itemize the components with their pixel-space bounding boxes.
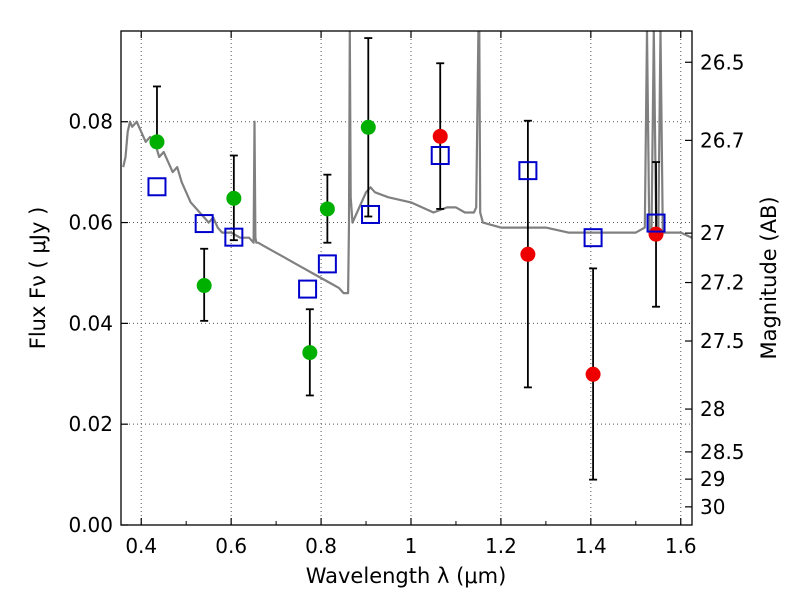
y-tick-label: 0.08	[68, 110, 113, 134]
plot-area	[122, 31, 692, 295]
right-tick-label: 27.2	[700, 271, 745, 295]
right-tick-label: 26.7	[700, 128, 745, 152]
right-tick-label: 30	[700, 495, 725, 519]
model-square	[224, 227, 244, 247]
model-square	[583, 228, 603, 248]
data-point	[319, 201, 335, 217]
right-tick-label: 28	[700, 397, 725, 421]
data-point	[432, 128, 448, 144]
model-square	[646, 213, 666, 233]
data-point	[302, 345, 318, 361]
model-square	[194, 214, 214, 234]
data-point	[648, 226, 664, 242]
x-tick-label: 1.4	[575, 534, 607, 558]
model-square	[430, 146, 450, 166]
data-point	[196, 278, 212, 294]
x-axis-title: Wavelength λ (μm)	[306, 564, 507, 588]
plot-frame	[120, 30, 693, 526]
y-tick-label: 0.06	[68, 211, 113, 235]
x-tick-label: 0.8	[305, 534, 337, 558]
right-tick-label: 27	[700, 221, 725, 245]
y-tick-label: 0.04	[68, 311, 113, 335]
model-square	[361, 204, 381, 224]
data-point	[226, 190, 242, 206]
right-tick-label: 28.5	[700, 440, 745, 464]
data-point	[520, 246, 536, 262]
x-tick-label: 0.6	[215, 534, 247, 558]
x-tick-label: 1.2	[485, 534, 517, 558]
x-tick-label: 0.4	[125, 534, 157, 558]
axis-ticks	[121, 31, 692, 526]
error-bars	[147, 37, 666, 481]
model-square	[298, 279, 318, 299]
data-point	[149, 134, 165, 150]
y-axis-title: Flux Fν ( μJy )	[26, 207, 50, 350]
right-tick-label: 26.5	[700, 50, 745, 74]
right-tick-label: 27.5	[700, 329, 745, 353]
model-square	[147, 177, 167, 197]
x-tick-label: 1	[405, 534, 418, 558]
y-tick-label: 0.02	[68, 412, 113, 436]
right-axis-title: Magnitude (AB)	[757, 196, 781, 359]
spectrum-line	[122, 31, 692, 295]
model-square	[317, 254, 337, 274]
data-point	[360, 119, 376, 135]
right-tick-label: 29	[700, 467, 725, 491]
axis-labels: 0.4 0.6 0.8 1 1.2 1.4 1.6 0.00 0.02 0.04 0.06 0.08 2…	[68, 50, 744, 558]
x-tick-label: 1.6	[665, 534, 697, 558]
data-point	[585, 366, 601, 382]
y-tick-label: 0.00	[68, 513, 113, 537]
model-square	[518, 161, 538, 181]
